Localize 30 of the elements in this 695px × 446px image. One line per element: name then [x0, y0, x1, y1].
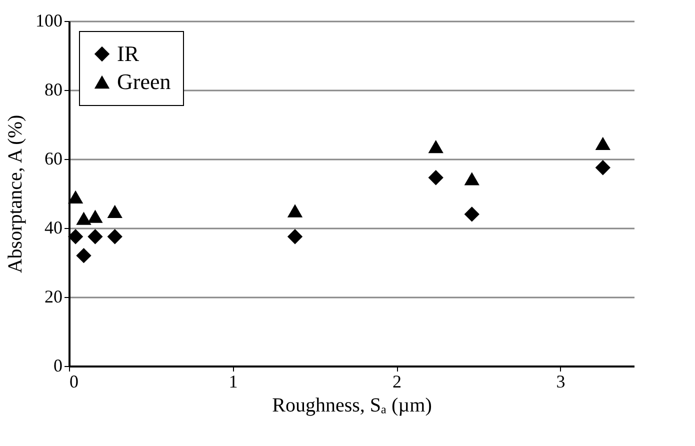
x-tick-label: 3: [556, 372, 566, 392]
point: [68, 190, 84, 204]
legend-label: Green: [117, 69, 171, 94]
y-tick-label: 0: [54, 356, 62, 376]
point: [68, 229, 84, 244]
x-tick-label: 1: [228, 372, 238, 392]
x-tick-label: 0: [70, 372, 78, 392]
point: [76, 248, 92, 264]
point: [287, 229, 303, 244]
point: [107, 204, 122, 218]
y-tick-label: 40: [44, 218, 62, 238]
point: [464, 206, 480, 222]
y-tick-label: 100: [36, 10, 62, 30]
point: [595, 160, 610, 176]
point: [464, 172, 480, 186]
point: [76, 212, 92, 225]
x-axis-title: Roughness, Sₐ (µm): [272, 394, 432, 416]
y-axis-title: Absorptance, A (%): [4, 114, 26, 274]
point: [287, 204, 303, 218]
point: [428, 140, 444, 154]
x-tick-label: 2: [392, 372, 402, 392]
point: [595, 136, 610, 150]
point: [107, 229, 122, 244]
legend-label: IR: [117, 41, 140, 66]
y-tick-label: 20: [44, 286, 62, 306]
point: [88, 229, 103, 244]
point: [88, 210, 103, 223]
y-tick-label: 80: [44, 80, 62, 100]
point: [428, 170, 444, 186]
y-tick-label: 60: [44, 148, 62, 168]
